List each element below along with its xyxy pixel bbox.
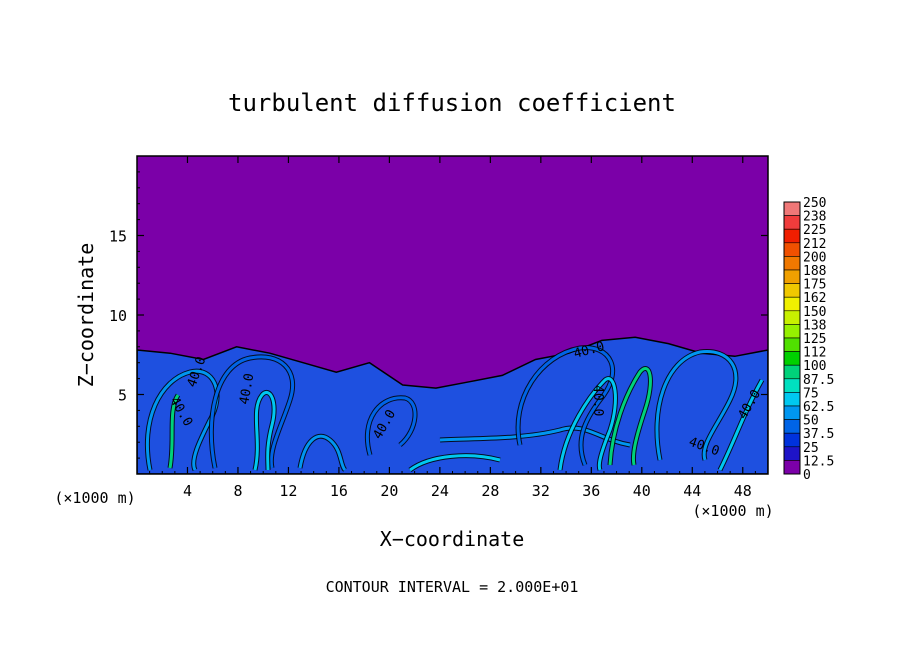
colorbar-label: 25	[803, 441, 819, 456]
colorbar-label: 225	[803, 223, 826, 238]
colorbar-swatch	[783, 283, 801, 298]
colorbar-label: 175	[803, 278, 826, 293]
colorbar-swatch	[783, 460, 801, 475]
colorbar-label: 12.5	[803, 454, 834, 469]
colorbar-swatch	[783, 392, 801, 407]
x-tick-label: 40	[633, 482, 651, 500]
colorbar-swatch	[783, 269, 801, 284]
eddy-band	[439, 426, 631, 447]
y-axis-label: Z−coordinate	[74, 243, 98, 388]
colorbar-label: 87.5	[803, 373, 834, 388]
chart-title: turbulent diffusion coefficient	[228, 89, 676, 117]
colorbar-frame	[783, 201, 801, 475]
colorbar-label: 200	[803, 250, 826, 265]
colorbar-label: 162	[803, 291, 826, 306]
eddy-band	[253, 391, 276, 471]
x-tick-label: 20	[380, 482, 398, 500]
x-unit-left: (×1000 m)	[54, 489, 135, 507]
x-axis-label: X−coordinate	[380, 527, 525, 551]
colorbar-swatch	[783, 405, 801, 420]
x-axis-ticks: 4 8 12 16 20 24 28 32 36 40 44 48	[149, 156, 756, 500]
colorbar-label: 150	[803, 305, 826, 320]
x-tick-label: 32	[532, 482, 550, 500]
colorbar-label: 50	[803, 414, 819, 429]
colorbar-label: 62.5	[803, 400, 834, 415]
contour-interval-note: CONTOUR INTERVAL = 2.000E+01	[326, 578, 579, 596]
x-tick-label: 28	[481, 482, 499, 500]
colorbar-swatch	[783, 242, 801, 257]
eddy-band	[608, 366, 652, 466]
colorbar-swatch	[783, 364, 801, 380]
x-tick-label: 12	[279, 482, 297, 500]
colorbar-label: 37.5	[803, 427, 834, 442]
eddy-band	[718, 379, 764, 471]
eddy-band	[655, 350, 738, 461]
colorbar-label: 238	[803, 210, 826, 225]
colorbar-label: 188	[803, 264, 826, 279]
colorbar-swatch	[783, 310, 801, 325]
colorbar-swatch	[783, 296, 801, 312]
colorbar-label: 75	[803, 386, 819, 401]
colorbar-swatch	[783, 215, 801, 230]
x-tick-label: 4	[183, 482, 192, 500]
eddy-band	[558, 377, 617, 471]
colorbar-label: 100	[803, 359, 826, 374]
colorbar-swatch	[783, 256, 801, 271]
colorbar: 2502382252122001881751621501381251121008…	[783, 196, 834, 483]
plot-area: 40.0 40.040.0 40.040.040.040.040.0 4 8 12 16 2…	[109, 155, 769, 500]
colorbar-swatch	[783, 446, 801, 461]
x-tick-label: 36	[582, 482, 600, 500]
eddy-band	[409, 454, 501, 472]
colorbar-swatch	[783, 378, 801, 393]
eddy-band	[516, 346, 614, 466]
eddy-band	[298, 434, 347, 472]
colorbar-swatch	[783, 351, 801, 366]
colorbar-swatch	[783, 337, 801, 352]
x-unit-right: (×1000 m)	[692, 502, 773, 520]
eddy-band	[145, 369, 219, 471]
y-axis-ticks: 5 10 15	[109, 171, 768, 459]
colorbar-label: 138	[803, 318, 826, 333]
colorbar-swatch	[783, 201, 801, 216]
eddy-band	[209, 355, 295, 469]
colorbar-label: 112	[803, 346, 826, 361]
colorbar-label: 250	[803, 196, 826, 211]
contour-label: 40.0	[237, 372, 257, 405]
contour-labels: 40.0 40.040.0 40.040.040.040.040.0	[167, 339, 765, 459]
x-tick-label: 8	[233, 482, 242, 500]
colorbar-label: 0	[803, 468, 811, 483]
y-tick-label: 10	[109, 307, 127, 325]
colorbar-swatch	[783, 419, 801, 434]
eddy-band	[168, 394, 180, 469]
colorbar-swatch	[783, 228, 801, 244]
x-tick-label: 44	[683, 482, 701, 500]
y-tick-label: 5	[118, 387, 127, 405]
colorbar-label: 125	[803, 332, 826, 347]
colorbar-label: 212	[803, 237, 826, 252]
colorbar-swatch	[783, 432, 801, 448]
x-tick-label: 16	[330, 482, 348, 500]
x-tick-label: 48	[734, 482, 752, 500]
colorbar-swatch	[783, 324, 801, 339]
eddy-band	[365, 396, 417, 456]
y-tick-label: 15	[109, 228, 127, 246]
contour-label: 40.0	[590, 385, 605, 416]
x-tick-label: 24	[431, 482, 449, 500]
turbulent-eddies	[144, 345, 765, 473]
